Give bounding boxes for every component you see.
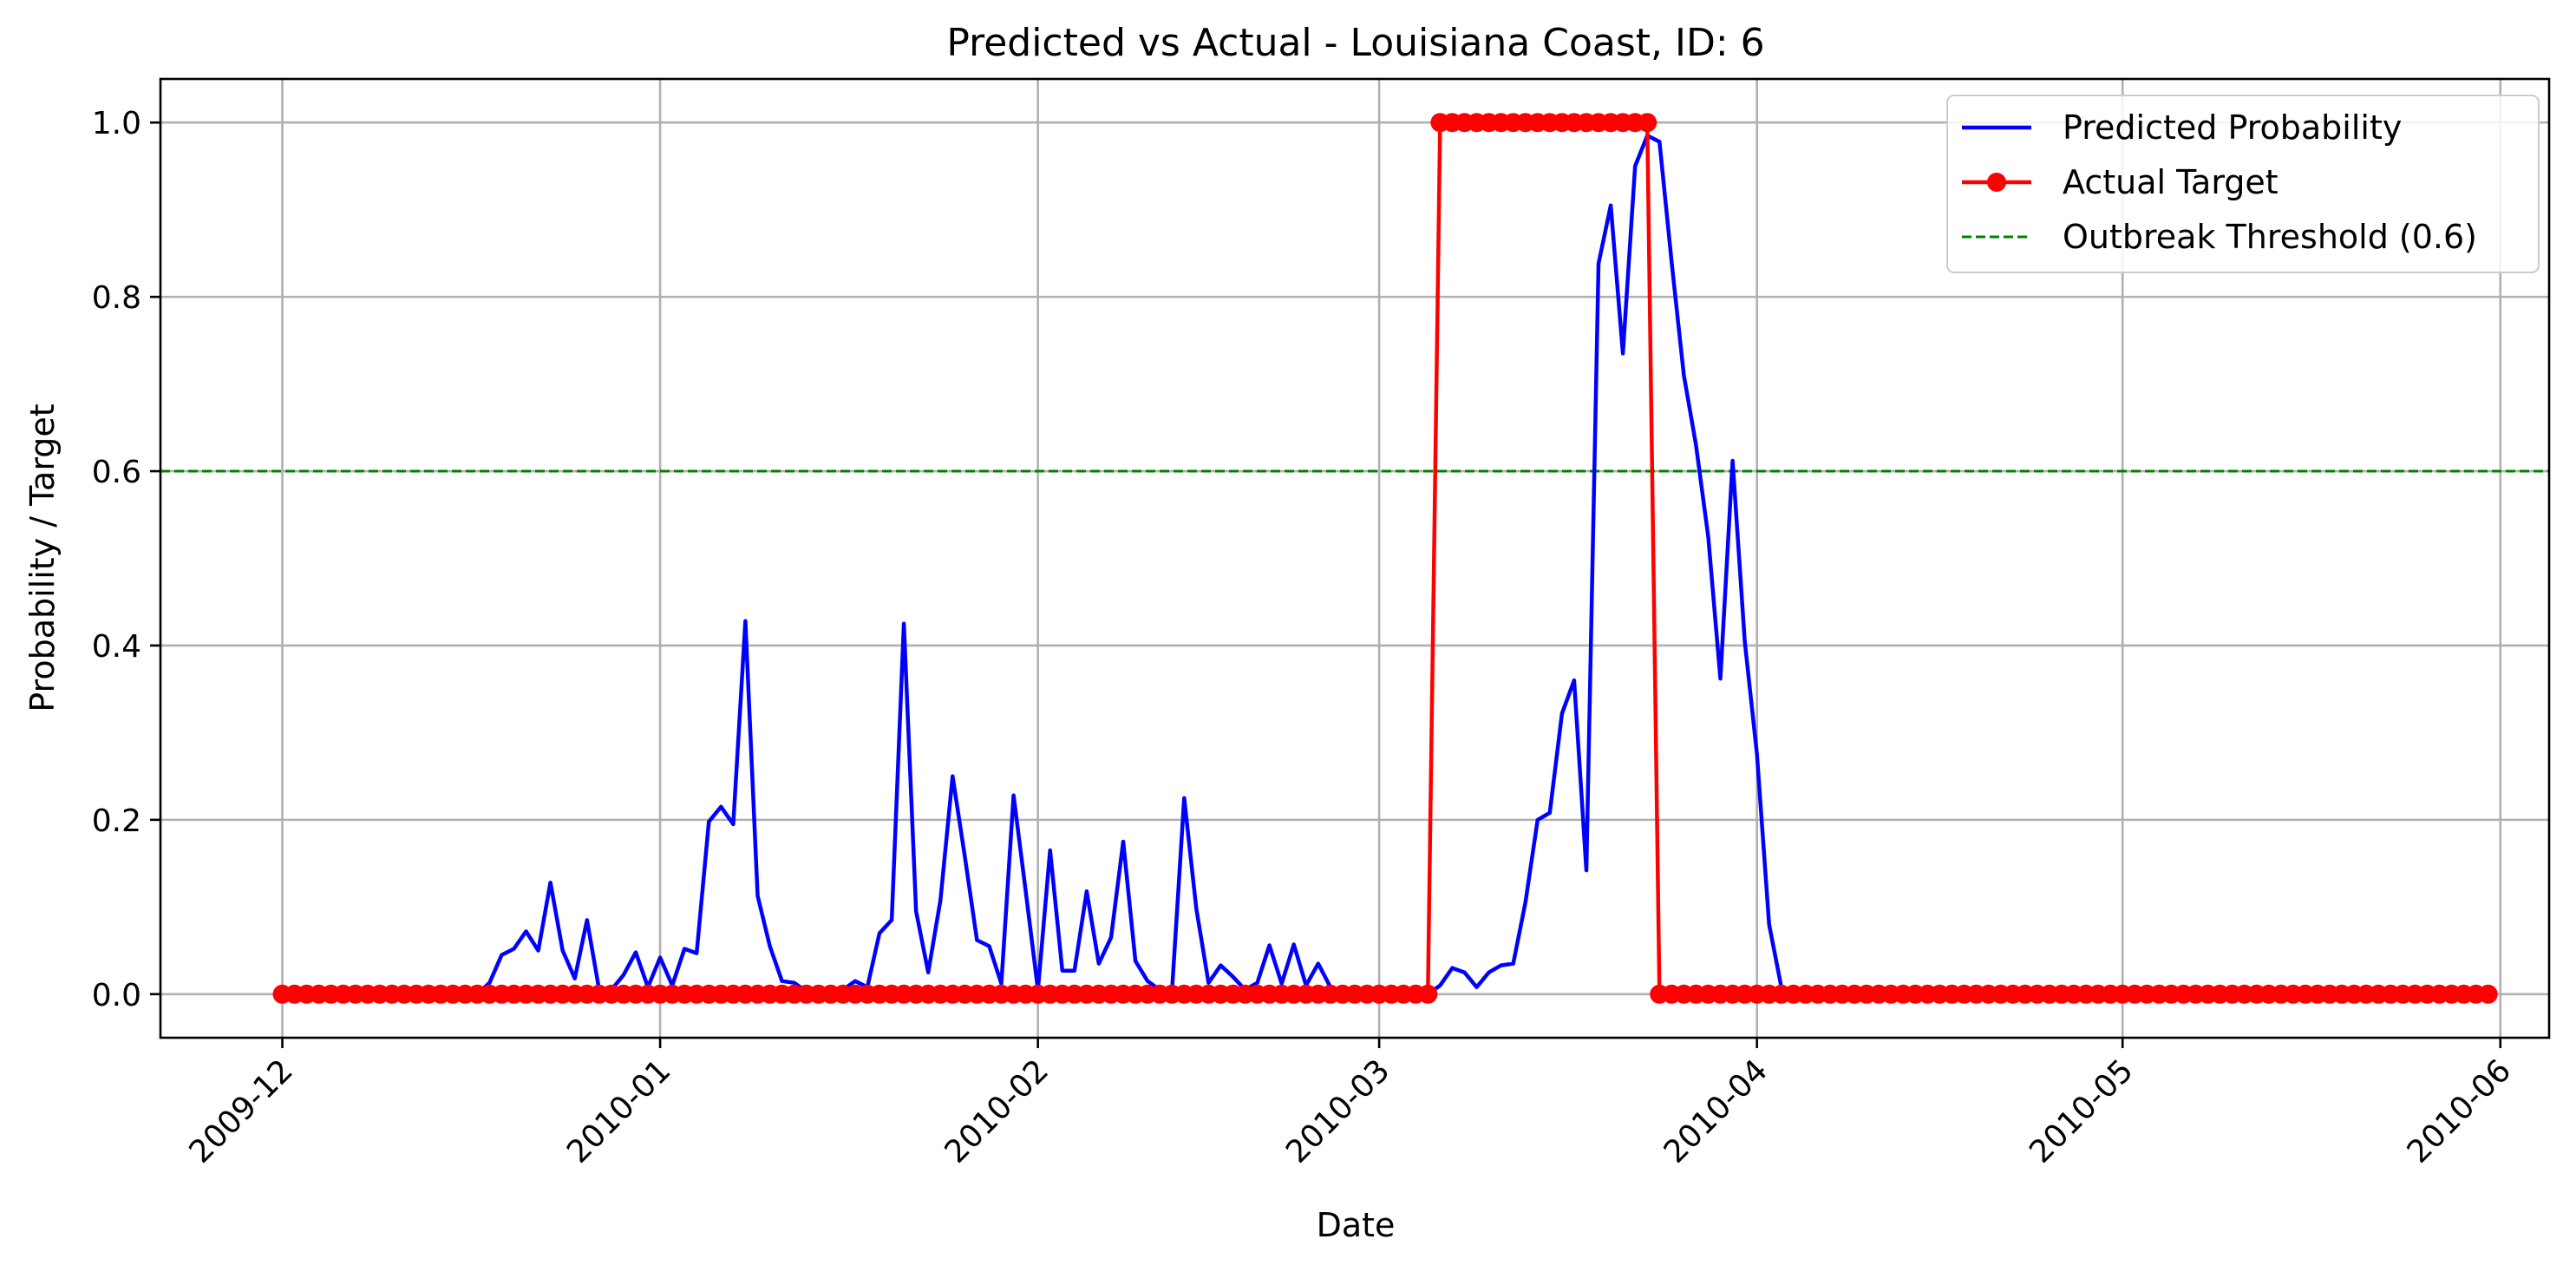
actual-target-point (1638, 113, 1657, 133)
x-axis-label: Date (1317, 1206, 1396, 1244)
legend-label-predicted: Predicted Probability (2063, 108, 2402, 147)
y-tick-label: 0.0 (92, 978, 141, 1013)
y-tick-label: 0.2 (92, 803, 141, 839)
legend-marker-actual (1987, 173, 2006, 192)
y-tick-label: 0.6 (92, 455, 141, 490)
plot-frame (159, 77, 2551, 1039)
y-axis-label: Probability / Target (23, 403, 62, 711)
chart-title: Predicted vs Actual - Louisiana Coast, I… (946, 21, 1764, 65)
legend-label-threshold: Outbreak Threshold (0.6) (2063, 218, 2477, 256)
legend-label-actual: Actual Target (2063, 163, 2279, 201)
legend-box (1946, 95, 2540, 273)
predicted-probability-line (282, 134, 2488, 997)
actual-target-markers (272, 113, 2498, 1004)
legend: Predicted Probability Actual Target Outb… (1946, 95, 2540, 273)
actual-target-point (1418, 984, 1438, 1004)
y-tick-label: 1.0 (92, 106, 141, 141)
actual-target-point (2478, 984, 2498, 1004)
y-tick-label: 0.8 (92, 280, 141, 316)
y-tick-label: 0.4 (92, 629, 141, 665)
